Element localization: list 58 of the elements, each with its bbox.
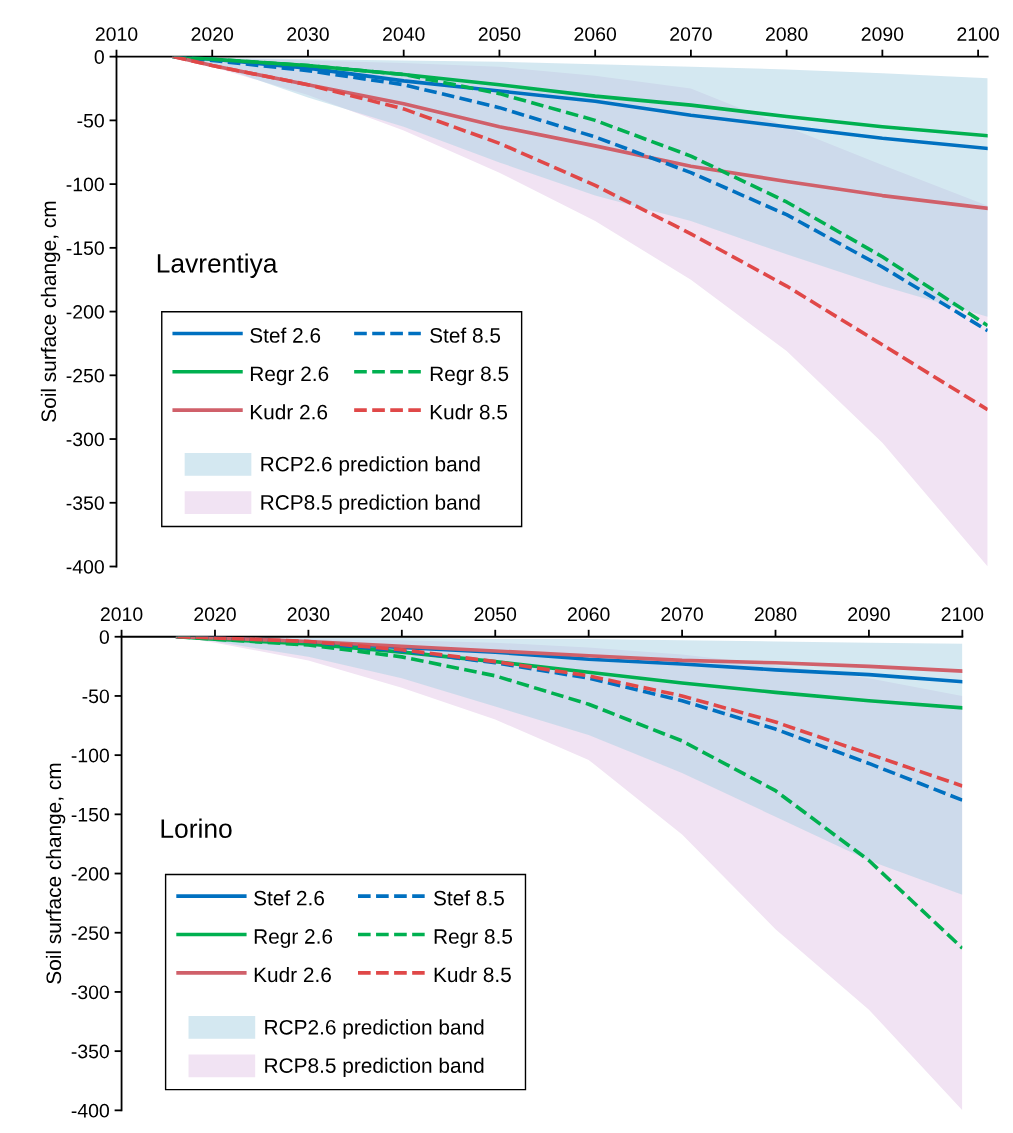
- x-tick-label: 2040: [381, 607, 423, 622]
- x-tick-label: 2050: [478, 27, 521, 41]
- y-tick-label: -350: [66, 496, 104, 511]
- legend-label: Stef 8.5: [433, 890, 504, 906]
- legend-label: Stef 2.6: [250, 327, 321, 343]
- x-tick-label: 2030: [287, 607, 330, 622]
- x-tick-label: 2090: [861, 27, 904, 41]
- x-tick-label: 2010: [95, 27, 138, 41]
- y-tick-label: -300: [66, 432, 104, 447]
- y-tick-label: -100: [66, 177, 104, 192]
- x-tick-label: 2060: [574, 27, 617, 41]
- x-tick-label: 2020: [194, 607, 236, 622]
- y-tick-label: -400: [71, 1103, 109, 1118]
- x-tick-label: 2050: [474, 607, 517, 622]
- x-tick-label: 2040: [383, 27, 425, 41]
- x-tick-label: 2010: [100, 607, 143, 622]
- legend-label: RCP2.6 prediction band: [261, 456, 480, 476]
- legend-label: Kudr 8.5: [430, 404, 508, 420]
- y-tick-label: -300: [71, 985, 109, 1000]
- legend-label: Regr 8.5: [434, 929, 513, 948]
- x-tick-label: 2020: [191, 27, 234, 41]
- legend-label: RCP8.5 prediction band: [265, 1057, 484, 1078]
- y-tick-label: -250: [66, 368, 104, 383]
- x-tick-label: 2080: [754, 607, 797, 622]
- y-tick-label: -400: [66, 559, 104, 574]
- y-axis-title: Soil surface change, cm: [45, 763, 66, 984]
- y-tick-label: 0: [99, 630, 109, 644]
- text: Lavrentiya: [157, 253, 278, 278]
- x-tick-label: 2100: [941, 607, 984, 622]
- x-tick-label: 2100: [957, 27, 999, 41]
- legend-label: RCP8.5 prediction band: [261, 494, 480, 514]
- y-tick-label: -150: [71, 807, 109, 822]
- legend-label: RCP2.6 prediction band: [265, 1019, 484, 1039]
- x-tick-label: 2030: [287, 27, 329, 41]
- text: Lorino: [161, 818, 232, 838]
- y-tick-label: -350: [71, 1044, 109, 1059]
- legend-label: Kudr 2.6: [254, 966, 331, 983]
- y-tick-label: -50: [77, 113, 104, 128]
- legend-label: Kudr 8.5: [434, 966, 511, 983]
- x-tick-label: 2080: [765, 27, 808, 41]
- legend-label: Kudr 2.6: [250, 404, 328, 420]
- y-tick-label: -200: [71, 867, 109, 881]
- y-tick-label: -150: [66, 241, 104, 256]
- y-tick-label: 0: [94, 50, 104, 64]
- x-tick-label: 2060: [568, 607, 610, 622]
- y-axis-title: Soil surface change, cm: [40, 201, 61, 422]
- y-tick-label: -50: [82, 689, 109, 704]
- x-tick-label: 2070: [670, 27, 712, 41]
- x-tick-label: 2070: [661, 607, 703, 622]
- legend-label: Stef 8.5: [430, 327, 501, 343]
- legend-label: Regr 2.6: [254, 929, 333, 948]
- x-tick-label: 2090: [848, 607, 890, 622]
- y-tick-label: -100: [71, 748, 109, 763]
- legend-label: Stef 2.6: [254, 890, 324, 906]
- legend-label: Regr 2.6: [250, 366, 329, 386]
- y-tick-label: -250: [71, 926, 109, 940]
- y-tick-label: -200: [66, 305, 104, 319]
- legend-label: Regr 8.5: [430, 366, 509, 386]
